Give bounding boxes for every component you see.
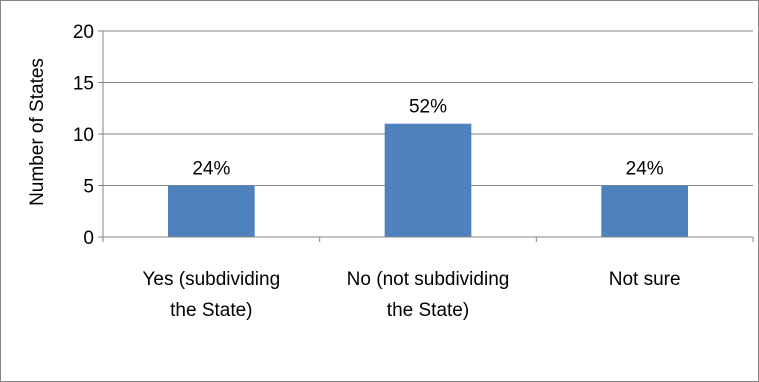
data-labels: 24% 52% 24%	[192, 97, 663, 180]
x-category-label-3: Not sure	[609, 269, 681, 290]
axes	[98, 30, 754, 242]
y-tick-label: 20	[73, 22, 94, 43]
y-tick-labels: 0 5 10 15 20	[73, 22, 94, 249]
bar-2	[384, 123, 472, 237]
data-label-1: 24%	[192, 159, 230, 180]
y-tick-label: 0	[83, 228, 94, 249]
data-label-3: 24%	[626, 159, 664, 180]
bar-1	[168, 185, 255, 237]
x-tick-labels: Yes (subdividing the State)No (not subdiv…	[142, 269, 680, 321]
x-category-label-2: No (not subdividing the State)	[347, 269, 510, 321]
y-tick-label: 5	[83, 177, 94, 198]
y-tick-label: 15	[73, 74, 94, 95]
x-category-label-line: No (not subdividing	[347, 269, 510, 290]
bars	[168, 123, 688, 237]
x-category-label-1: Yes (subdividing the State)	[142, 269, 280, 321]
bar-3	[601, 185, 688, 237]
x-category-label-line: Yes (subdividing	[142, 269, 280, 290]
y-axis-title: Number of States	[27, 58, 48, 206]
x-category-label-line: the State)	[387, 300, 469, 321]
x-category-label-line: Not sure	[609, 269, 681, 290]
x-category-label-line: the State)	[170, 300, 252, 321]
y-tick-label: 10	[73, 125, 94, 146]
data-label-2: 52%	[409, 97, 447, 118]
